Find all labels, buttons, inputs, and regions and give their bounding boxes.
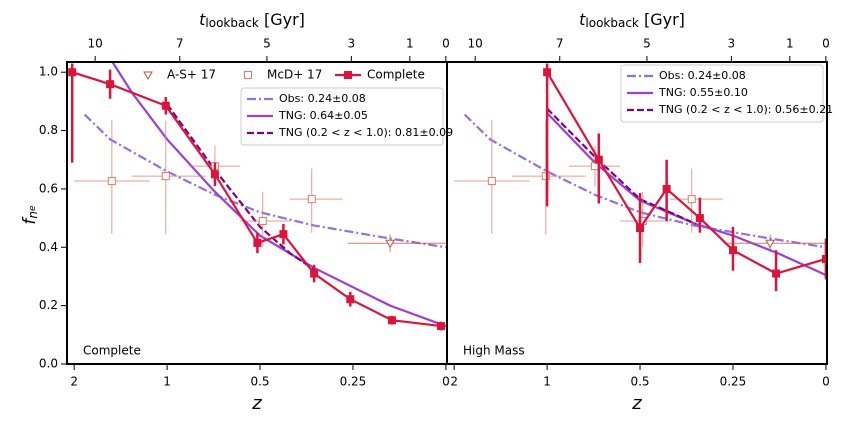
marker (161, 101, 170, 110)
marker (279, 230, 288, 239)
y-label-main: f (20, 216, 40, 225)
y-tick-label: 0.4 (39, 240, 58, 254)
model-line (546, 107, 697, 225)
x-axis-label: z (251, 393, 262, 414)
plot-area (454, 63, 827, 292)
x2-tick-label: 0 (442, 37, 450, 51)
model-line (166, 103, 317, 272)
x2-tick-label: 7 (176, 37, 184, 51)
marker (543, 68, 552, 77)
legend-marker (344, 71, 352, 79)
marker (487, 177, 496, 186)
x2-label-sub: lookback (585, 16, 639, 30)
model-line (111, 62, 447, 328)
model-line (546, 112, 827, 277)
y-tick-label: 1.0 (39, 65, 58, 79)
x2-tick-label: 3 (348, 37, 356, 51)
marker (687, 195, 696, 204)
marker (253, 238, 262, 247)
y-tick-label: 0.8 (39, 123, 58, 137)
data-line (546, 71, 827, 275)
y-tick-label: 0.6 (39, 181, 58, 195)
marker (662, 184, 671, 193)
legend-label: TNG: 0.55±0.10 (658, 86, 748, 99)
x-tick-label: 0 (822, 375, 830, 389)
marker (385, 239, 395, 249)
marker (107, 177, 116, 186)
marker (210, 170, 219, 179)
panel-label: Complete (83, 344, 141, 358)
panel-label: High Mass (463, 344, 525, 358)
y-tick-label: 0.2 (39, 298, 58, 312)
marker (310, 269, 319, 278)
x-tick-label: 0.25 (720, 375, 747, 389)
legend-label: A-S+ 17 (167, 68, 216, 82)
plot-area (68, 62, 447, 331)
x2-tick-label: 5 (643, 37, 651, 51)
marker (765, 239, 775, 249)
data-line (71, 71, 442, 328)
y-label-sub: n (26, 211, 40, 219)
x2-label-unit: [Gyr] (259, 10, 305, 29)
legend-label: Complete (367, 68, 425, 82)
marker (636, 224, 645, 233)
x-tick-label: 0 (442, 375, 450, 389)
x2-tick-label: 5 (263, 37, 271, 51)
marker (68, 68, 77, 77)
marker (772, 269, 781, 278)
model-line (83, 113, 447, 249)
marker (728, 246, 737, 255)
x2-tick-label: 3 (728, 37, 736, 51)
x-tick-label: 0.25 (340, 375, 367, 389)
marker (695, 214, 704, 223)
x-tick-label: 1 (163, 375, 171, 389)
y-axis-label: fne (20, 205, 40, 225)
x2-tick-label: 10 (88, 37, 103, 51)
legend-label: TNG (0.2 < z < 1.0): 0.56±0.21 (658, 103, 833, 116)
marker (258, 217, 267, 226)
panel-frame (446, 61, 828, 365)
model-line (463, 113, 827, 249)
legend-box (240, 87, 444, 146)
y-tick-label: 0.0 (39, 357, 58, 371)
x2-tick-label: 1 (406, 37, 414, 51)
x2-label-unit: [Gyr] (639, 10, 685, 29)
x-axis-label: z (631, 393, 642, 414)
x2-axis-label: tlookback [Gyr] (199, 10, 305, 30)
marker (437, 322, 446, 331)
marker (106, 80, 115, 89)
x2-tick-label: 7 (556, 37, 564, 51)
legend-marker (143, 71, 153, 81)
x-tick-label: 2 (450, 375, 458, 389)
marker (541, 172, 550, 181)
marker (161, 172, 170, 181)
legend-label: TNG: 0.64±0.05 (278, 109, 368, 122)
x2-tick-label: 1 (786, 37, 794, 51)
legend-label: Obs: 0.24±0.08 (659, 69, 746, 82)
legend-label: McD+ 17 (267, 68, 322, 82)
marker (594, 155, 603, 164)
x-tick-label: 0.5 (630, 375, 649, 389)
legend-label: TNG (0.2 < z < 1.0): 0.81±0.09 (278, 126, 453, 139)
x2-label-main: t (579, 10, 586, 29)
marker (387, 316, 396, 325)
x-tick-label: 0.5 (250, 375, 269, 389)
marker (821, 254, 827, 263)
x2-axis-label: tlookback [Gyr] (579, 10, 685, 30)
x-tick-label: 2 (70, 375, 78, 389)
marker (346, 295, 355, 304)
marker (307, 195, 316, 204)
x2-label-sub: lookback (205, 16, 259, 30)
x2-tick-label: 10 (468, 37, 483, 51)
x2-label-main: t (199, 10, 206, 29)
y-label-subsub: e (28, 205, 38, 211)
x2-tick-label: 0 (822, 37, 830, 51)
legend-marker (244, 71, 252, 79)
x-tick-label: 1 (543, 375, 551, 389)
legend-label: Obs: 0.24±0.08 (279, 92, 366, 105)
legend-box (620, 64, 824, 123)
